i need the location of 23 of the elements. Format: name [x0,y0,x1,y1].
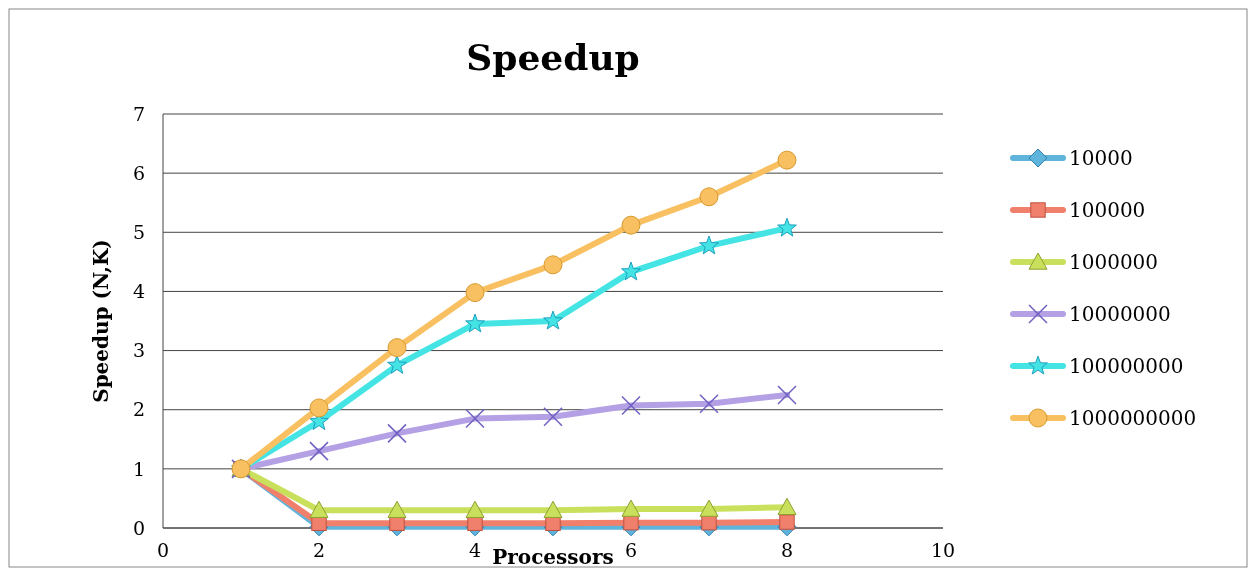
x-tick-label: 8 [780,538,794,561]
legend-label: 100000000 [1069,354,1184,378]
y-tick-label: 1 [132,457,145,480]
legend-label: 10000 [1069,146,1133,170]
chart-title: Speedup [466,36,640,78]
y-tick-label: 6 [132,161,145,184]
x-tick-label: 0 [156,538,170,561]
y-axis-title: Speedup (N,K) [89,239,113,403]
y-tick-label: 0 [132,516,145,539]
y-tick-label: 4 [132,280,145,303]
y-tick-label: 3 [132,339,145,362]
legend-label: 100000 [1069,198,1146,222]
x-tick-label: 4 [468,538,482,561]
y-tick-label: 5 [132,220,145,243]
x-tick-label: 6 [624,538,638,561]
legend-label: 1000000 [1069,250,1159,274]
x-tick-label: 10 [930,538,956,561]
y-tick-label: 2 [132,398,145,421]
legend-label: 10000000 [1069,302,1171,326]
x-tick-label: 2 [312,538,326,561]
x-axis-title: Processors [492,545,614,569]
legend-label: 1000000000 [1069,406,1197,430]
y-tick-label: 7 [132,102,145,125]
